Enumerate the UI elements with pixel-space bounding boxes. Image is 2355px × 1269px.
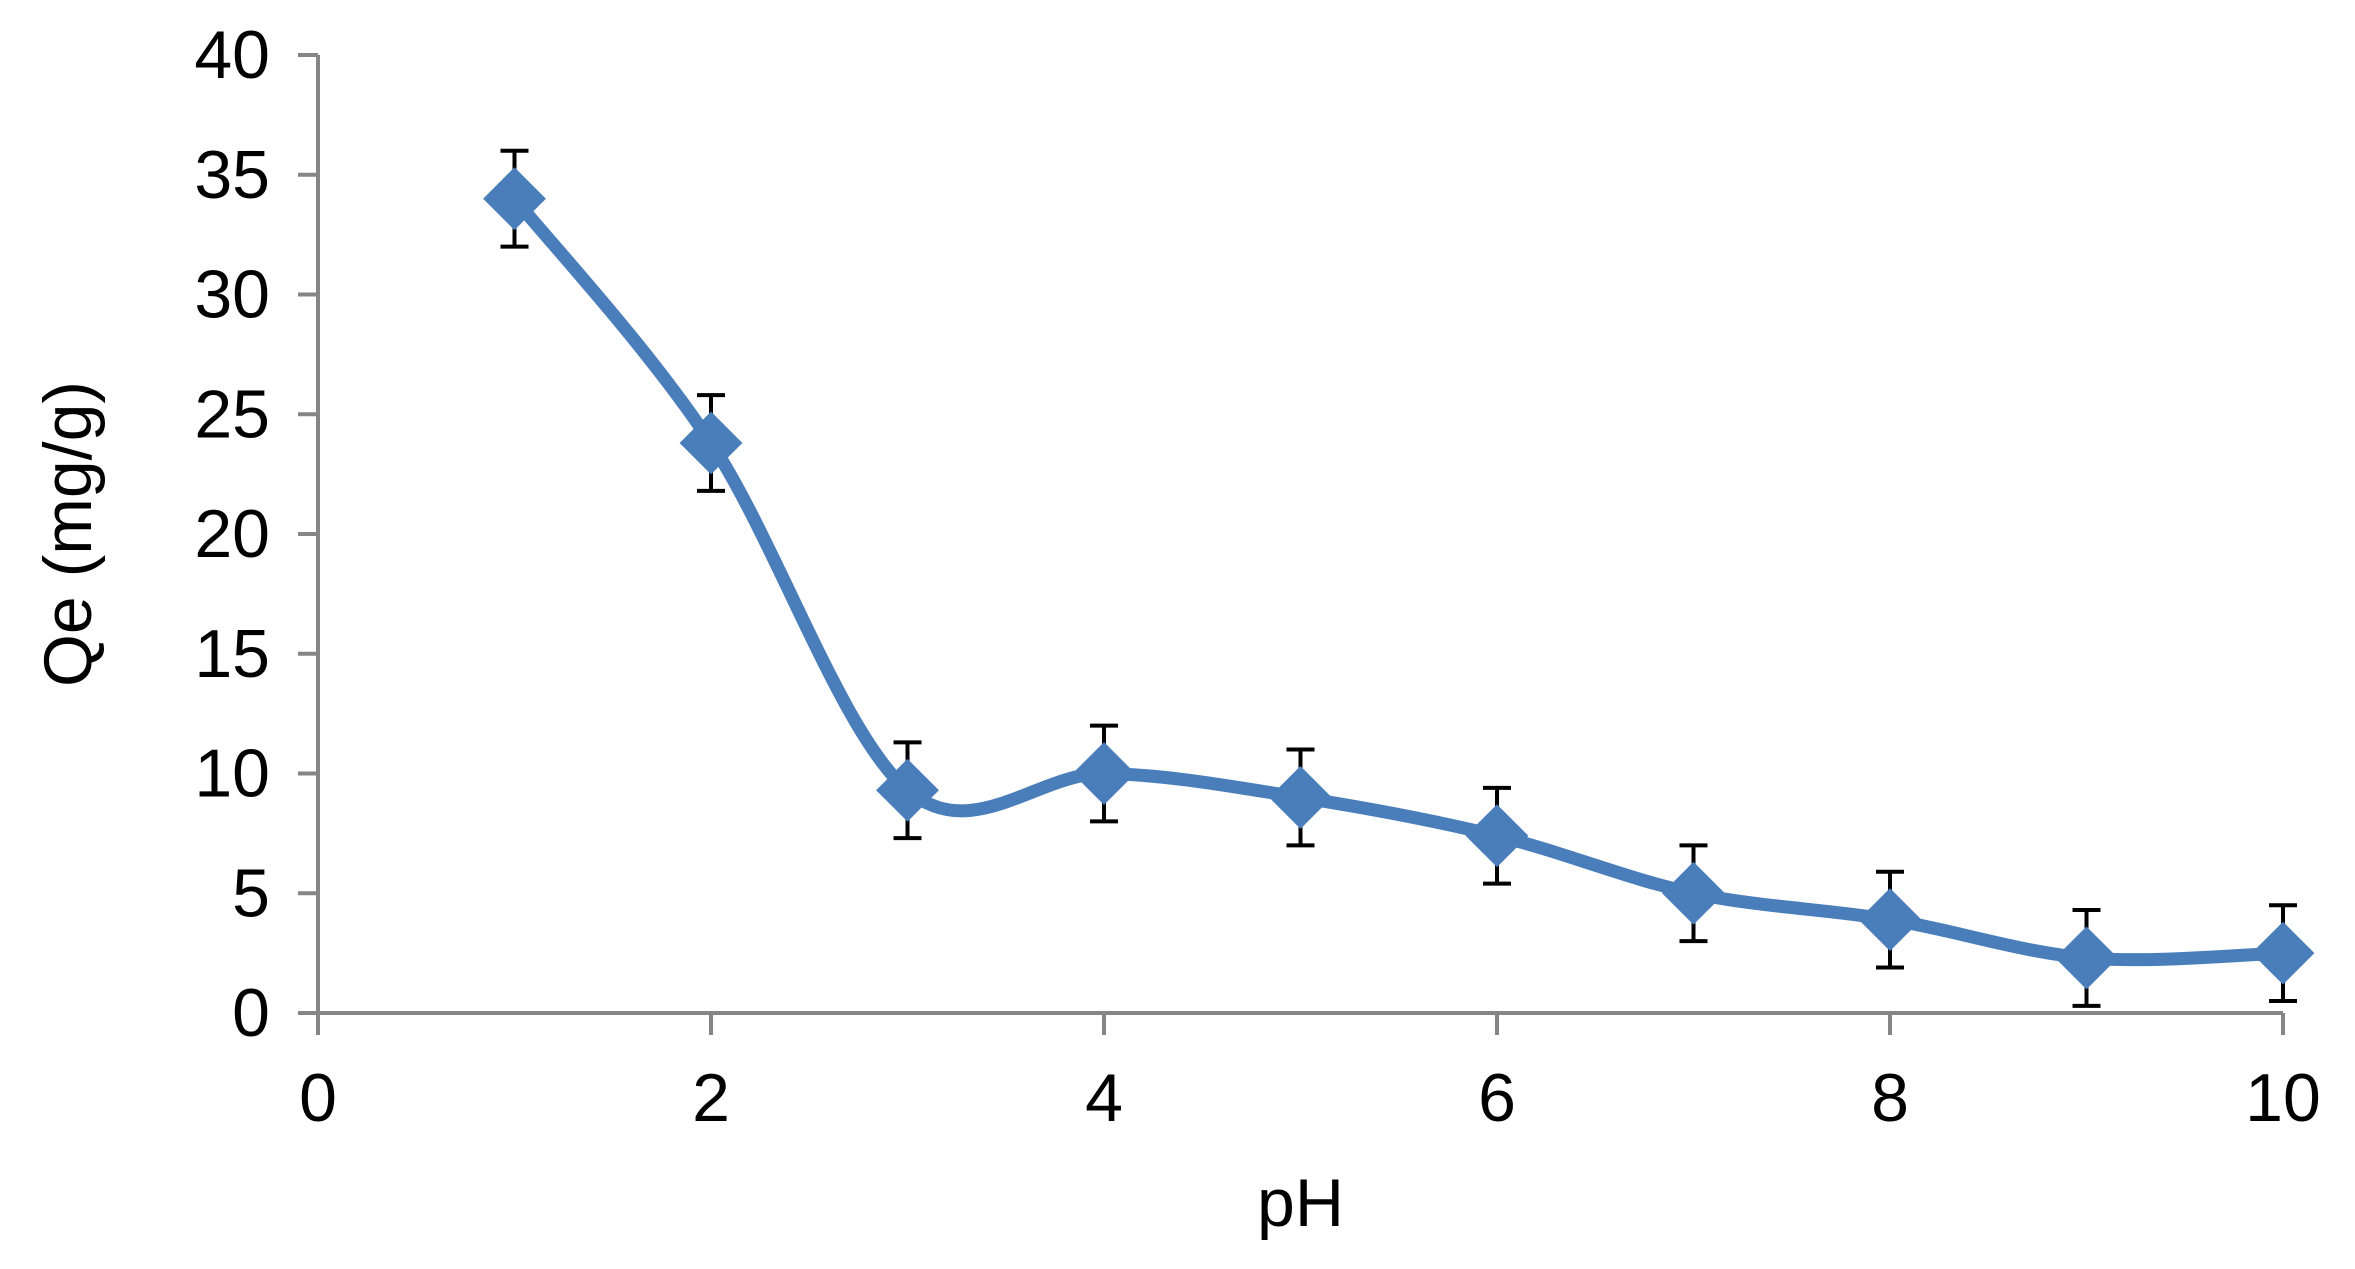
axes: 0 5 10 15 20 25 30 35 40 0 2 4 6 8 10 xyxy=(194,17,2320,1136)
x-tick-label: 0 xyxy=(299,1060,337,1136)
data-point xyxy=(1465,804,1529,868)
data-point xyxy=(483,167,546,231)
y-axis-title: Qe (mg/g) xyxy=(30,381,106,687)
data-point xyxy=(1662,861,1725,925)
data-point xyxy=(679,411,743,475)
data-point xyxy=(1072,742,1136,805)
markers xyxy=(483,167,2315,990)
y-tick-label: 5 xyxy=(232,855,270,931)
y-tick-label: 30 xyxy=(194,257,270,333)
error-bars xyxy=(500,148,2297,1008)
x-tick-label: 10 xyxy=(2245,1060,2321,1136)
data-point xyxy=(2055,926,2118,990)
data-point xyxy=(2251,921,2315,985)
x-axis-title: pH xyxy=(1257,1165,1344,1241)
x-tick-label: 6 xyxy=(1478,1060,1516,1136)
series-line-group xyxy=(508,192,2290,967)
y-tick-label: 35 xyxy=(194,137,270,213)
data-point xyxy=(1269,766,1332,829)
data-point xyxy=(876,758,939,822)
data-point xyxy=(1858,888,1922,952)
x-tick-label: 2 xyxy=(692,1060,730,1136)
y-tick-label: 20 xyxy=(194,496,270,572)
y-tick-label: 10 xyxy=(194,736,270,812)
y-tick-label: 0 xyxy=(232,975,270,1051)
y-tick-label: 25 xyxy=(194,376,270,452)
y-tick-label: 40 xyxy=(194,17,270,93)
series-line xyxy=(508,192,2290,967)
x-tick-label: 8 xyxy=(1871,1060,1909,1136)
y-tick-label: 15 xyxy=(194,616,270,692)
x-tick-label: 4 xyxy=(1085,1060,1123,1136)
